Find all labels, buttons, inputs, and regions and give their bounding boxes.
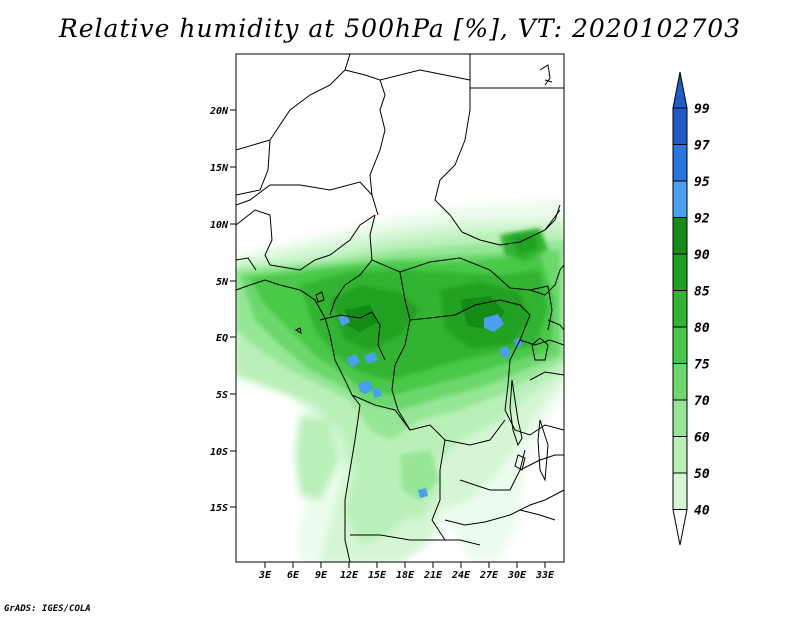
map-title: Relative humidity at 500hPa [%], VT: 202… [58,14,742,43]
colorbar-label: 60 [694,431,710,446]
lon-tick-label: 9E [315,570,328,581]
colorbar-bottom-arrow [672,509,688,546]
colorbar-swatch-97 [672,144,688,182]
colorbar-swatch-99 [672,107,688,145]
colorbar-label: 90 [694,248,710,263]
colorbar-label: 80 [694,321,710,336]
colorbar-swatch-50 [672,472,688,510]
latitude-axis: 20N 15N 10N 5N EQ 5S 10S 15S [209,106,236,514]
colorbar-swatch-60 [672,436,688,474]
lon-tick-label: 30E [507,570,527,581]
lon-tick-label: 27E [479,570,499,581]
lat-tick-label: 5S [216,390,228,401]
grads-credit: GrADS: IGES/COLA [4,604,91,614]
lon-tick-label: 3E [258,570,272,581]
colorbar-label: 95 [694,175,710,190]
lat-tick-label: EQ [216,333,228,344]
lat-tick-label: 20N [209,106,229,117]
colorbar-top-arrow [672,71,688,109]
colorbar-swatch-92 [672,217,688,255]
lon-tick-label: 24E [451,570,471,581]
country-borders [236,54,564,562]
colorbar-swatch-80 [672,326,688,364]
colorbar-label: 97 [694,139,710,154]
lat-tick-label: 10N [210,220,229,231]
colorbar-swatch-70 [672,399,688,437]
lon-tick-label: 33E [535,570,555,581]
colorbar-swatch-90 [672,253,688,291]
lon-tick-label: 6E [287,570,300,581]
lon-tick-label: 12E [340,570,359,581]
lat-tick-label: 5N [216,277,229,288]
humidity-field [236,200,564,562]
colorbar-swatch-95 [672,180,688,218]
colorbar-label: 85 [694,285,710,300]
colorbar-label: 99 [694,102,710,117]
map-frame [235,53,565,563]
longitude-axis: 3E 6E 9E 12E 15E 18E 21E 24E 27E 30E 33E [258,562,555,581]
colorbar-swatch-85 [672,290,688,328]
colorbar-label: 75 [694,358,710,373]
colorbar: 99 97 95 92 90 85 80 75 70 60 50 40 [672,71,710,546]
lat-tick-label: 10S [210,447,228,458]
colorbar-label: 40 [694,504,710,519]
colorbar-label: 92 [694,212,710,227]
lon-tick-label: 18E [396,570,415,581]
colorbar-label: 70 [694,394,710,409]
lat-tick-label: 15S [210,503,228,514]
lon-tick-label: 15E [368,570,387,581]
humidity-95-region [338,314,522,498]
lon-tick-label: 21E [423,570,443,581]
colorbar-label: 50 [694,467,710,482]
lat-tick-label: 15N [210,163,229,174]
colorbar-swatch-75 [672,363,688,401]
